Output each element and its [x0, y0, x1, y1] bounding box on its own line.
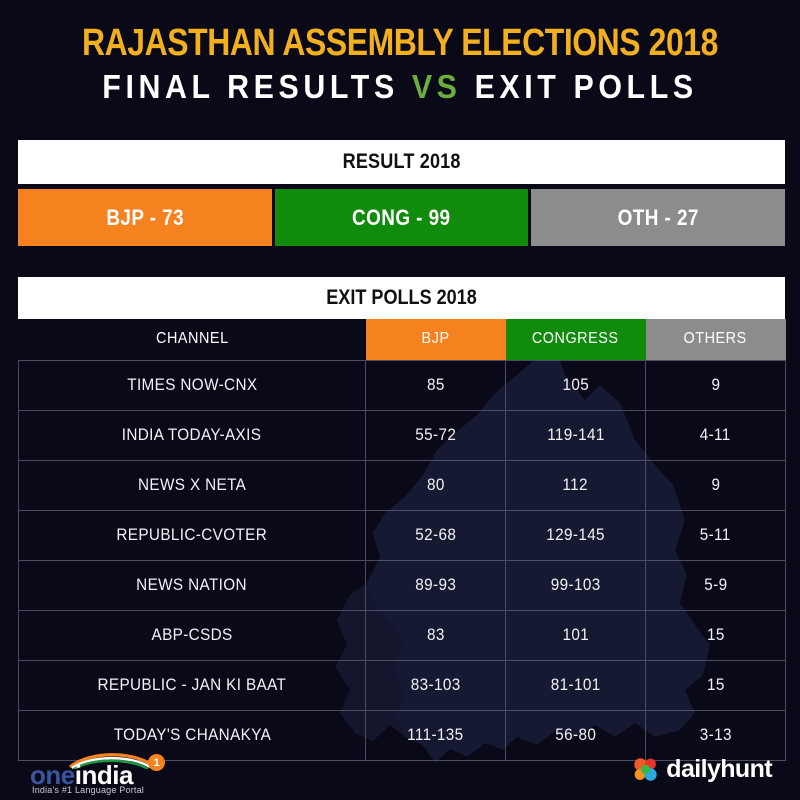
oneindia-word-one: one — [30, 760, 75, 790]
cell-congress: 81-101 — [505, 659, 646, 710]
cell-bjp: 52-68 — [365, 509, 506, 560]
cell-others: 15 — [645, 659, 786, 710]
cell-others: 5-9 — [645, 559, 786, 610]
cell-bjp: 55-72 — [365, 409, 506, 460]
table-row: REPUBLIC - JAN KI BAAT 83-103 81-101 15 — [18, 659, 786, 710]
table-row: REPUBLIC-CVOTER 52-68 129-145 5-11 — [18, 509, 786, 560]
cell-others: 15 — [645, 609, 786, 660]
cell-others: 4-11 — [645, 409, 786, 460]
cell-channel: ABP-CSDS — [18, 609, 366, 660]
footer: oneindia 1 India's #1 Language Portal da… — [0, 742, 800, 800]
cell-congress: 119-141 — [505, 409, 646, 460]
result-block: RESULT 2018 BJP - 73 CONG - 99 OTH - 27 — [18, 140, 786, 246]
tricolor-arc-icon — [69, 753, 153, 769]
cell-bjp: 80 — [365, 459, 506, 510]
result-segment-bjp-label: BJP - 73 — [105, 204, 184, 230]
cell-congress: 129-145 — [505, 509, 646, 560]
cell-channel: INDIA TODAY-AXIS — [18, 409, 366, 460]
dailyhunt-wordmark: dailyhunt — [666, 754, 772, 783]
result-segment-bjp: BJP - 73 — [18, 189, 272, 246]
cell-channel: NEWS NATION — [18, 559, 366, 610]
table-row: TIMES NOW-CNX 85 105 9 — [18, 359, 786, 410]
table-row: NEWS X NETA 80 112 9 — [18, 459, 786, 510]
cell-channel: REPUBLIC-CVOTER — [18, 509, 366, 560]
cell-bjp: 85 — [365, 359, 506, 410]
table-header-row: CHANNEL BJP CONGRESS OTHERS — [19, 319, 786, 360]
column-header-others: OTHERS — [645, 319, 786, 360]
oneindia-logo[interactable]: oneindia 1 India's #1 Language Portal — [30, 748, 260, 795]
subtitle-vs: VS — [411, 68, 462, 105]
subtitle-right: EXIT POLLS — [474, 68, 698, 105]
result-segment-oth: OTH - 27 — [531, 189, 786, 246]
page-subtitle: FINAL RESULTS VS EXIT POLLS — [32, 68, 768, 106]
result-title: RESULT 2018 — [342, 150, 461, 173]
oneindia-wordmark: oneindia — [30, 760, 133, 791]
cell-bjp: 89-93 — [365, 559, 506, 610]
exit-polls-title-bar: EXIT POLLS 2018 — [18, 277, 785, 319]
column-header-bjp: BJP — [365, 319, 506, 360]
oneindia-word-india: india — [74, 760, 134, 790]
exit-polls-block: EXIT POLLS 2018 CHANNEL BJP CONGRESS OTH… — [18, 277, 786, 761]
cell-channel: REPUBLIC - JAN KI BAAT — [18, 659, 366, 710]
cell-bjp: 83 — [365, 609, 506, 660]
table-row: INDIA TODAY-AXIS 55-72 119-141 4-11 — [18, 409, 786, 460]
column-header-congress: CONGRESS — [505, 319, 646, 360]
oneindia-badge: 1 — [148, 754, 165, 771]
cell-congress: 105 — [505, 359, 646, 410]
dailyhunt-flower-icon — [634, 757, 657, 781]
exit-polls-title: EXIT POLLS 2018 — [326, 286, 477, 309]
cell-congress: 112 — [505, 459, 646, 510]
result-seat-bar: BJP - 73 CONG - 99 OTH - 27 — [18, 189, 786, 246]
table-row: NEWS NATION 89-93 99-103 5-9 — [18, 559, 786, 610]
cell-congress: 101 — [505, 609, 646, 660]
page-title: RAJASTHAN ASSEMBLY ELECTIONS 2018 — [82, 22, 718, 64]
result-title-bar: RESULT 2018 — [18, 140, 785, 184]
result-segment-cong: CONG - 99 — [274, 189, 529, 246]
cell-channel: TIMES NOW-CNX — [18, 359, 366, 410]
result-segment-cong-label: CONG - 99 — [352, 204, 451, 230]
dailyhunt-logo[interactable]: dailyhunt — [632, 752, 773, 786]
cell-others: 9 — [645, 359, 786, 410]
column-header-channel: CHANNEL — [155, 330, 229, 348]
table-row: ABP-CSDS 83 101 15 — [18, 609, 786, 660]
subtitle-left: FINAL RESULTS — [102, 68, 399, 105]
oneindia-tagline: India's #1 Language Portal — [32, 785, 145, 795]
cell-channel: NEWS X NETA — [18, 459, 366, 510]
cell-bjp: 83-103 — [365, 659, 506, 710]
cell-others: 5-11 — [645, 509, 786, 560]
cell-congress: 99-103 — [505, 559, 646, 610]
cell-others: 9 — [645, 459, 786, 510]
header: RAJASTHAN ASSEMBLY ELECTIONS 2018 FINAL … — [0, 0, 800, 130]
cell-channel: TODAY'S CHANAKYA — [18, 709, 366, 761]
exit-polls-table: CHANNEL BJP CONGRESS OTHERS TIMES NOW-CN… — [18, 319, 786, 761]
result-segment-oth-label: OTH - 27 — [617, 204, 699, 230]
